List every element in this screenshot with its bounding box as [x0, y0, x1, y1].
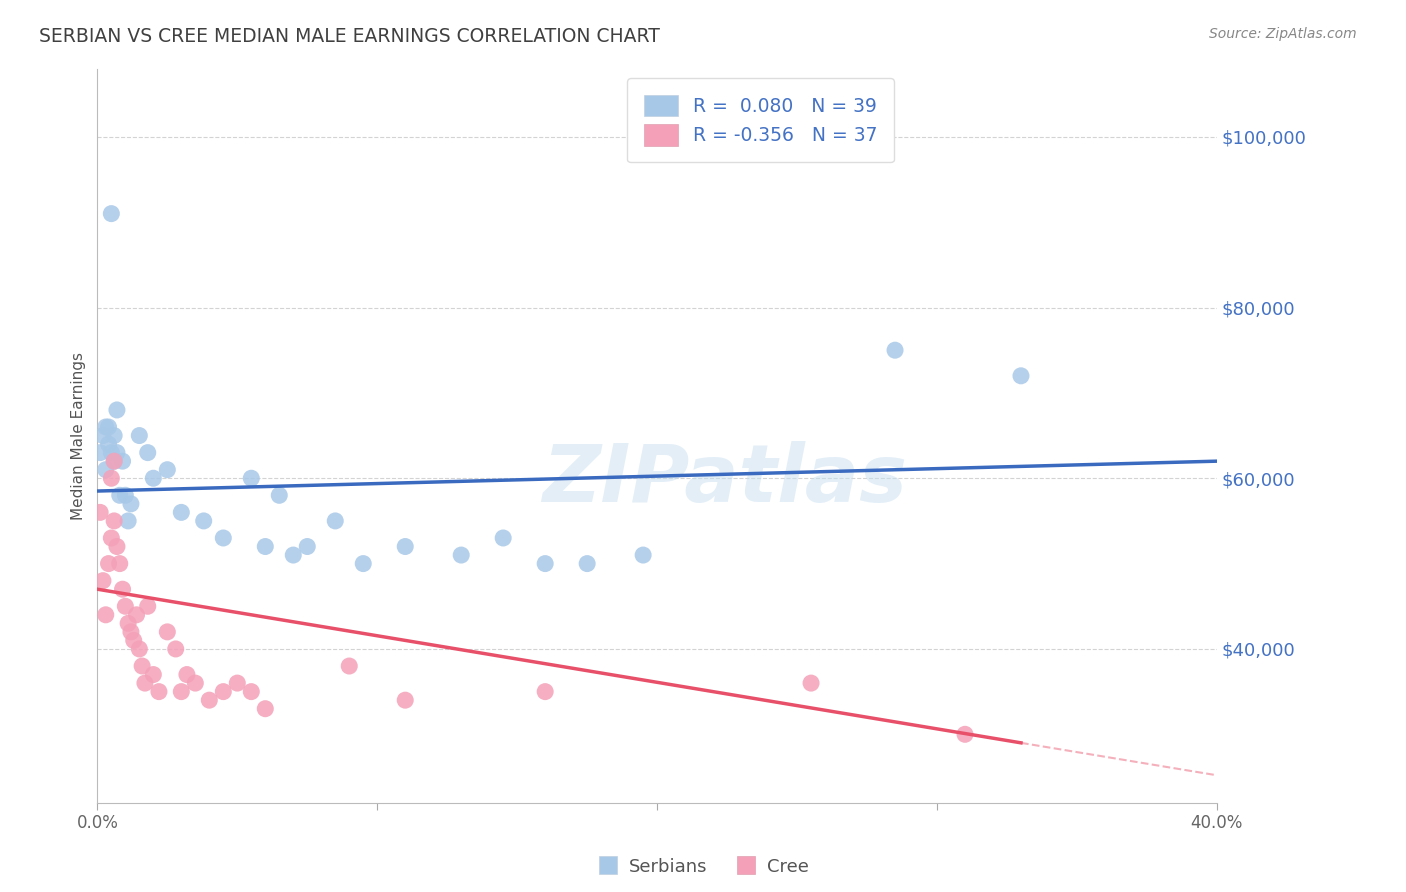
Point	[100, 206, 122, 220]
Point	[105, 403, 128, 417]
Point	[170, 684, 193, 698]
Point	[148, 684, 170, 698]
Point	[111, 582, 134, 597]
Point	[89, 445, 111, 459]
Point	[97, 420, 120, 434]
Point	[142, 667, 165, 681]
Point	[297, 540, 319, 554]
Point	[117, 514, 139, 528]
Text: Source: ZipAtlas.com: Source: ZipAtlas.com	[1209, 27, 1357, 41]
Point	[212, 531, 235, 545]
Point	[323, 514, 346, 528]
Legend: R =  0.080   N = 39, R = -0.356   N = 37: R = 0.080 N = 39, R = -0.356 N = 37	[627, 78, 894, 162]
Text: SERBIAN VS CREE MEDIAN MALE EARNINGS CORRELATION CHART: SERBIAN VS CREE MEDIAN MALE EARNINGS COR…	[39, 27, 661, 45]
Point	[394, 693, 416, 707]
Point	[184, 676, 207, 690]
Point	[125, 607, 148, 622]
Point	[114, 599, 136, 614]
Point	[240, 684, 263, 698]
Point	[337, 659, 360, 673]
Point	[108, 557, 131, 571]
Point	[240, 471, 263, 485]
Point	[108, 488, 131, 502]
Point	[131, 659, 153, 673]
Point	[534, 557, 557, 571]
Point	[100, 445, 122, 459]
Point	[89, 505, 111, 519]
Point	[120, 497, 142, 511]
Point	[198, 693, 221, 707]
Point	[128, 428, 150, 442]
Point	[100, 471, 122, 485]
Point	[117, 616, 139, 631]
Point	[100, 531, 122, 545]
Y-axis label: Median Male Earnings: Median Male Earnings	[72, 351, 86, 519]
Point	[156, 463, 179, 477]
Point	[176, 667, 198, 681]
Point	[111, 454, 134, 468]
Point	[105, 540, 128, 554]
Point	[94, 607, 117, 622]
Point	[394, 540, 416, 554]
Point	[103, 454, 125, 468]
Point	[450, 548, 472, 562]
Point	[128, 642, 150, 657]
Point	[1010, 368, 1032, 383]
Point	[156, 624, 179, 639]
Point	[576, 557, 599, 571]
Point	[91, 574, 114, 588]
Point	[534, 684, 557, 698]
Point	[142, 471, 165, 485]
Point	[103, 428, 125, 442]
Point	[170, 505, 193, 519]
Legend: Serbians, Cree: Serbians, Cree	[589, 851, 817, 883]
Point	[120, 624, 142, 639]
Text: ZIPatlas: ZIPatlas	[541, 441, 907, 518]
Point	[94, 420, 117, 434]
Point	[631, 548, 654, 562]
Point	[97, 437, 120, 451]
Point	[269, 488, 291, 502]
Point	[283, 548, 305, 562]
Point	[97, 557, 120, 571]
Point	[953, 727, 976, 741]
Point	[103, 454, 125, 468]
Point	[165, 642, 187, 657]
Point	[884, 343, 907, 358]
Point	[254, 702, 277, 716]
Point	[134, 676, 156, 690]
Point	[800, 676, 823, 690]
Point	[352, 557, 374, 571]
Point	[212, 684, 235, 698]
Point	[103, 514, 125, 528]
Point	[114, 488, 136, 502]
Point	[105, 445, 128, 459]
Point	[136, 445, 159, 459]
Point	[193, 514, 215, 528]
Point	[254, 540, 277, 554]
Point	[492, 531, 515, 545]
Point	[122, 633, 145, 648]
Point	[94, 463, 117, 477]
Point	[226, 676, 249, 690]
Point	[136, 599, 159, 614]
Point	[91, 428, 114, 442]
